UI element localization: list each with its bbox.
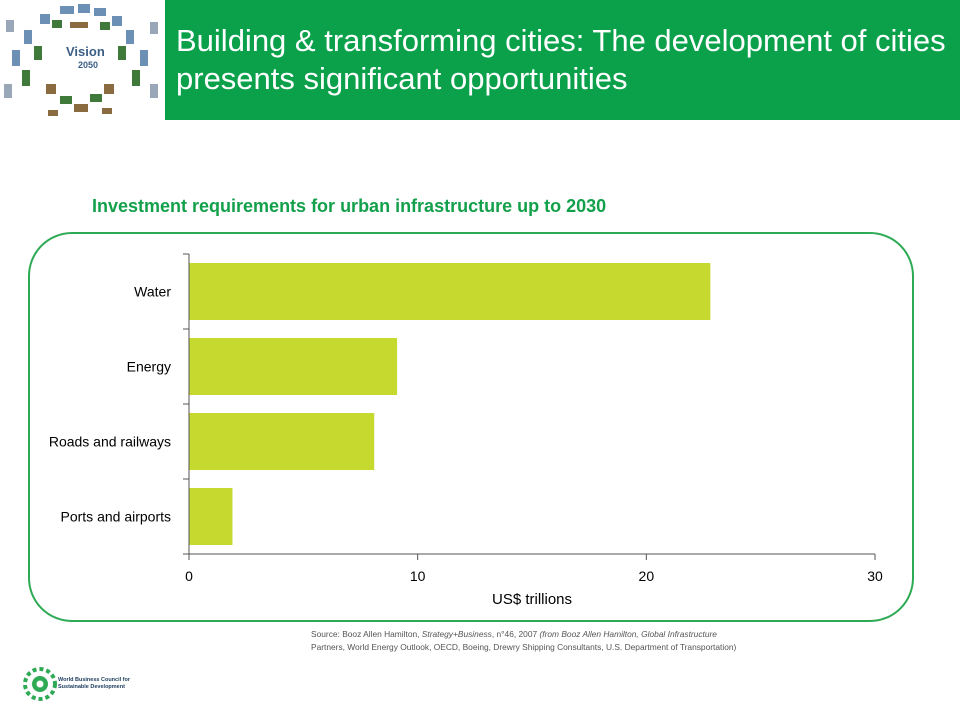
bar-water bbox=[189, 263, 711, 320]
y-tick-label: Water bbox=[134, 284, 171, 300]
bar-ports-and-airports bbox=[189, 488, 233, 545]
vision-2050-logo: Vision 2050 bbox=[0, 0, 165, 120]
wbcsd-logo-icon bbox=[23, 667, 57, 701]
source-prefix: Source: Booz Allen Hamilton, bbox=[311, 629, 422, 639]
vision-2050-mosaic: Vision 2050 bbox=[4, 4, 158, 116]
source-line-2: Partners, World Energy Outlook, OECD, Bo… bbox=[311, 642, 737, 652]
bar-roads-and-railways bbox=[189, 413, 375, 470]
y-tick-label: Ports and airports bbox=[61, 509, 172, 525]
y-tick-label: Energy bbox=[127, 359, 171, 375]
wbcsd-line-2: Sustainable Development bbox=[58, 684, 125, 690]
chart-frame bbox=[28, 232, 914, 622]
logo-vision-text: Vision bbox=[66, 44, 105, 59]
wbcsd-name: World Business Council for Sustainable D… bbox=[58, 677, 130, 691]
bar-energy bbox=[189, 338, 398, 395]
y-tick-label: Roads and railways bbox=[49, 434, 171, 450]
source-italic-2: (from Booz Allen Hamilton, Global Infras… bbox=[539, 629, 717, 639]
x-axis-label: US$ trillions bbox=[492, 591, 572, 608]
chart-title: Investment requirements for urban infras… bbox=[92, 196, 607, 216]
wbcsd-line-1: World Business Council for bbox=[58, 677, 131, 683]
title-bar bbox=[165, 0, 960, 120]
x-tick-label: 30 bbox=[867, 568, 883, 584]
source-italic-1: Strategy+Business bbox=[421, 629, 492, 639]
source-mid: , n°46, 2007 bbox=[491, 629, 540, 639]
logo-year-text: 2050 bbox=[78, 60, 98, 70]
source-note: Source: Booz Allen Hamilton, Strategy+Bu… bbox=[311, 628, 911, 654]
page-title: Building & transforming cities: The deve… bbox=[176, 23, 946, 96]
x-tick-label: 0 bbox=[185, 568, 193, 584]
x-tick-label: 20 bbox=[639, 568, 655, 584]
x-tick-label: 10 bbox=[410, 568, 426, 584]
